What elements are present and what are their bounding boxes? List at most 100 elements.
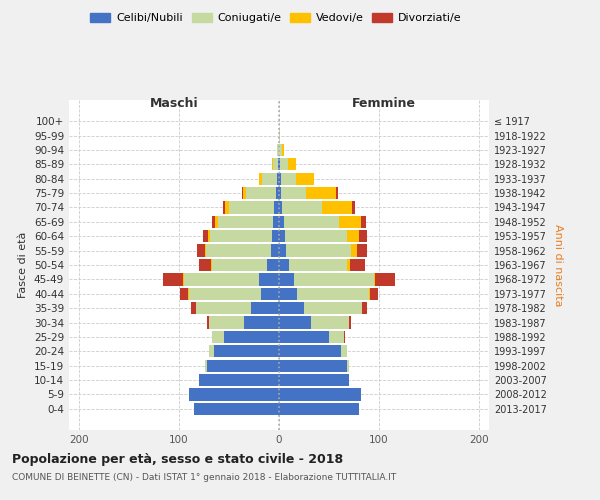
Bar [208,230,210,242]
Bar [196,302,251,314]
Text: Popolazione per età, sesso e stato civile - 2018: Popolazione per età, sesso e stato civil… [12,452,343,466]
Bar [276,187,279,199]
Bar [229,202,274,213]
Bar [304,302,362,314]
Bar [279,302,304,314]
Bar [279,374,349,386]
Bar [297,288,369,300]
Bar [347,360,349,372]
Bar [347,259,350,271]
Bar [203,230,208,242]
Bar [322,202,352,213]
Bar [279,130,280,141]
Bar [214,345,279,358]
Bar [279,230,285,242]
Bar [259,274,279,285]
Bar [281,187,306,199]
Bar [210,230,272,242]
Bar [274,202,279,213]
Bar [261,288,279,300]
Bar [212,216,215,228]
Bar [212,331,224,343]
Bar [262,172,277,185]
Text: Maschi: Maschi [149,96,199,110]
Bar [184,274,259,285]
Bar [279,331,329,343]
Bar [212,259,267,271]
Bar [279,360,347,372]
Bar [223,202,225,213]
Bar [282,202,322,213]
Bar [279,259,289,271]
Bar [183,274,184,285]
Bar [344,331,345,343]
Bar [341,345,347,358]
Bar [218,216,273,228]
Bar [259,172,262,185]
Bar [279,216,284,228]
Bar [374,274,375,285]
Bar [277,172,279,185]
Bar [191,302,196,314]
Y-axis label: Fasce di età: Fasce di età [19,232,28,298]
Bar [278,158,279,170]
Bar [188,288,189,300]
Bar [288,158,296,170]
Bar [224,331,279,343]
Bar [289,259,347,271]
Bar [279,288,297,300]
Bar [375,274,395,285]
Bar [209,345,214,358]
Bar [311,316,349,328]
Bar [205,360,207,372]
Bar [199,259,211,271]
Bar [199,374,279,386]
Bar [362,302,367,314]
Bar [306,187,336,199]
Bar [336,187,338,199]
Bar [279,244,286,256]
Bar [279,274,294,285]
Bar [205,244,206,256]
Bar [251,302,279,314]
Bar [180,288,188,300]
Bar [207,360,279,372]
Bar [211,259,212,271]
Bar [279,187,281,199]
Bar [329,331,344,343]
Bar [357,244,367,256]
Bar [273,216,279,228]
Bar [350,259,365,271]
Bar [279,144,282,156]
Text: Femmine: Femmine [352,96,416,110]
Bar [352,202,355,213]
Bar [273,158,278,170]
Bar [272,230,279,242]
Bar [277,144,279,156]
Bar [279,316,311,328]
Bar [361,216,366,228]
Bar [189,388,279,400]
Y-axis label: Anni di nascita: Anni di nascita [553,224,563,306]
Bar [209,316,244,328]
Bar [281,172,296,185]
Bar [244,316,279,328]
Bar [271,244,279,256]
Bar [279,345,341,358]
Bar [349,316,351,328]
Bar [163,274,183,285]
Bar [272,158,273,170]
Bar [267,259,279,271]
Bar [279,158,280,170]
Bar [243,187,246,199]
Bar [351,244,357,256]
Bar [294,274,374,285]
Bar [279,172,281,185]
Bar [207,316,209,328]
Bar [285,230,347,242]
Bar [189,288,261,300]
Bar [242,187,243,199]
Bar [246,187,276,199]
Bar [282,144,284,156]
Bar [215,216,218,228]
